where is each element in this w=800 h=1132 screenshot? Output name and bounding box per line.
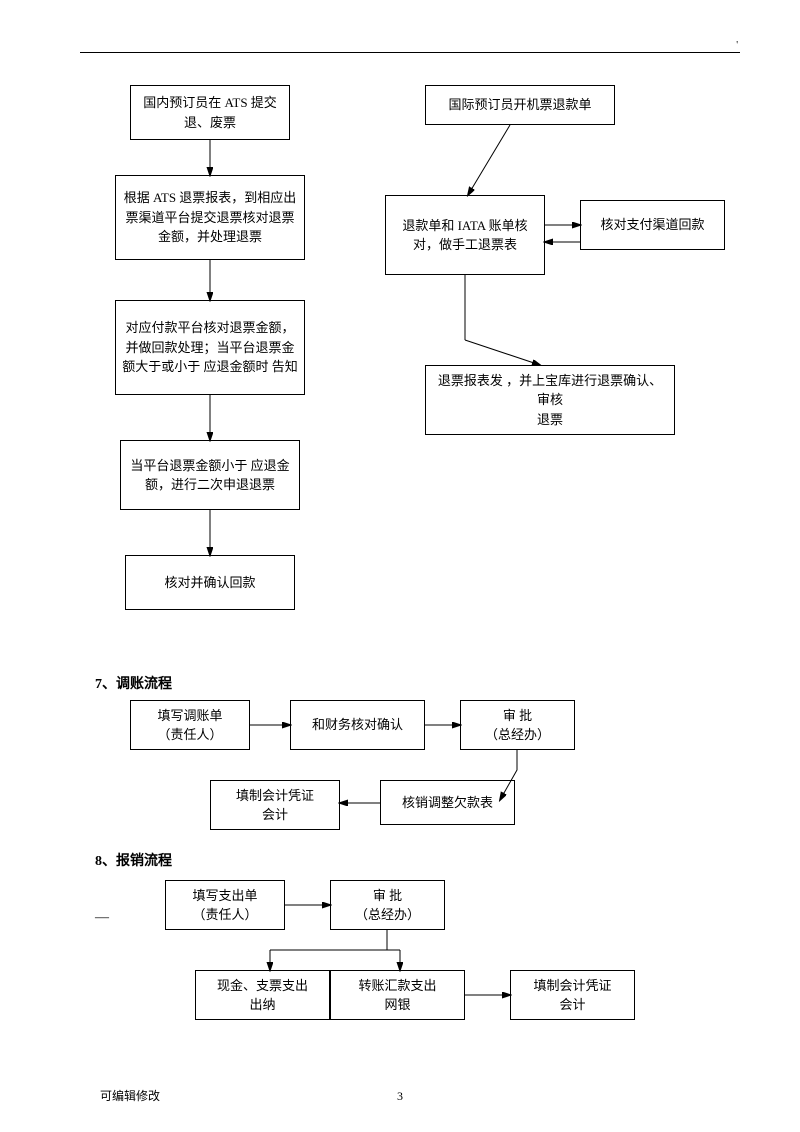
section8-title: 8、报销流程 (95, 850, 172, 870)
refund-left-5: 核对并确认回款 (125, 555, 295, 610)
refund-left-4: 当平台退票金额小于 应退金额，进行二次申退退票 (120, 440, 300, 510)
s7-n5: 填制会计凭证 会计 (210, 780, 340, 830)
refund-left-2: 根据 ATS 退票报表，到相应出票渠道平台提交退票核对退票金额，并处理退票 (115, 175, 305, 260)
text: 填制会计凭证 会计 (533, 976, 611, 1015)
text: 根据 ATS 退票报表，到相应出票渠道平台提交退票核对退票金额，并处理退票 (122, 188, 298, 247)
text: 国内预订员在 ATS 提交退、废票 (137, 93, 283, 132)
section7-title: 7、调账流程 (95, 673, 172, 693)
page-root: ' 国内预订员在 ATS 提交退、废票 根据 ATS 退票报表，到相应出票渠道平… (0, 0, 800, 1132)
text: 核对支付渠道回款 (600, 215, 704, 235)
s8-n4: 转账汇款支出 网银 (330, 970, 465, 1020)
text: 填写支出单 （责任人） (192, 886, 257, 925)
s7-n2: 和财务核对确认 (290, 700, 425, 750)
refund-right-2: 退款单和 IATA 账单核对，做手工退票表 (385, 195, 545, 275)
corner-mark: ' (736, 40, 738, 51)
s8-n1: 填写支出单 （责任人） (165, 880, 285, 930)
text: 填写调账单 （责任人） (157, 706, 222, 745)
s7-n4: 核销调整欠款表 (380, 780, 515, 825)
header-rule (80, 52, 740, 53)
s8-n5: 填制会计凭证 会计 (510, 970, 635, 1020)
text: 转账汇款支出 网银 (358, 976, 436, 1015)
text: 审 批 （总经办） (485, 706, 550, 745)
arrows-layer (0, 0, 800, 1132)
text: 核对并确认回款 (164, 573, 255, 593)
text: 当平台退票金额小于 应退金额，进行二次申退退票 (127, 456, 293, 495)
text: 现金、支票支出 出纳 (217, 976, 308, 1015)
refund-left-1: 国内预订员在 ATS 提交退、废票 (130, 85, 290, 140)
text: 对应付款平台核对退票金额，并做回款处理；当平台退票金额大于或小于 应退金额时 告… (122, 318, 298, 377)
text: 填制会计凭证 会计 (236, 786, 314, 825)
s7-n3: 审 批 （总经办） (460, 700, 575, 750)
text: 和财务核对确认 (312, 715, 403, 735)
refund-left-3: 对应付款平台核对退票金额，并做回款处理；当平台退票金额大于或小于 应退金额时 告… (115, 300, 305, 395)
text: 国际预订员开机票退款单 (448, 95, 591, 115)
dash-mark: — (95, 910, 109, 926)
text: 审 批 （总经办） (355, 886, 420, 925)
s7-n1: 填写调账单 （责任人） (130, 700, 250, 750)
refund-right-1: 国际预订员开机票退款单 (425, 85, 615, 125)
s8-n2: 审 批 （总经办） (330, 880, 445, 930)
footer-page: 3 (397, 1089, 403, 1104)
footer-note: 可编辑修改 (100, 1087, 160, 1104)
text: 退票报表发 ，并上宝库进行退票确认、审核 退票 (432, 371, 668, 430)
refund-right-3: 核对支付渠道回款 (580, 200, 725, 250)
refund-right-4: 退票报表发 ，并上宝库进行退票确认、审核 退票 (425, 365, 675, 435)
text: 核销调整欠款表 (402, 793, 493, 813)
text: 退款单和 IATA 账单核对，做手工退票表 (392, 216, 538, 255)
s8-n3: 现金、支票支出 出纳 (195, 970, 330, 1020)
